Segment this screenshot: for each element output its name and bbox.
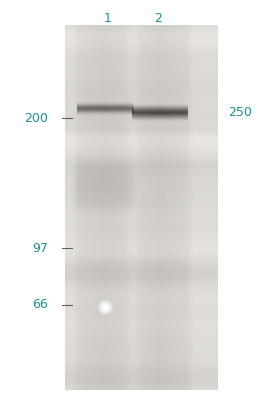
Text: 2: 2 (154, 12, 162, 24)
Text: 250: 250 (228, 106, 252, 120)
Text: 1: 1 (104, 12, 112, 24)
Text: 200: 200 (24, 112, 48, 124)
Text: 97: 97 (32, 242, 48, 254)
Text: 66: 66 (32, 298, 48, 312)
